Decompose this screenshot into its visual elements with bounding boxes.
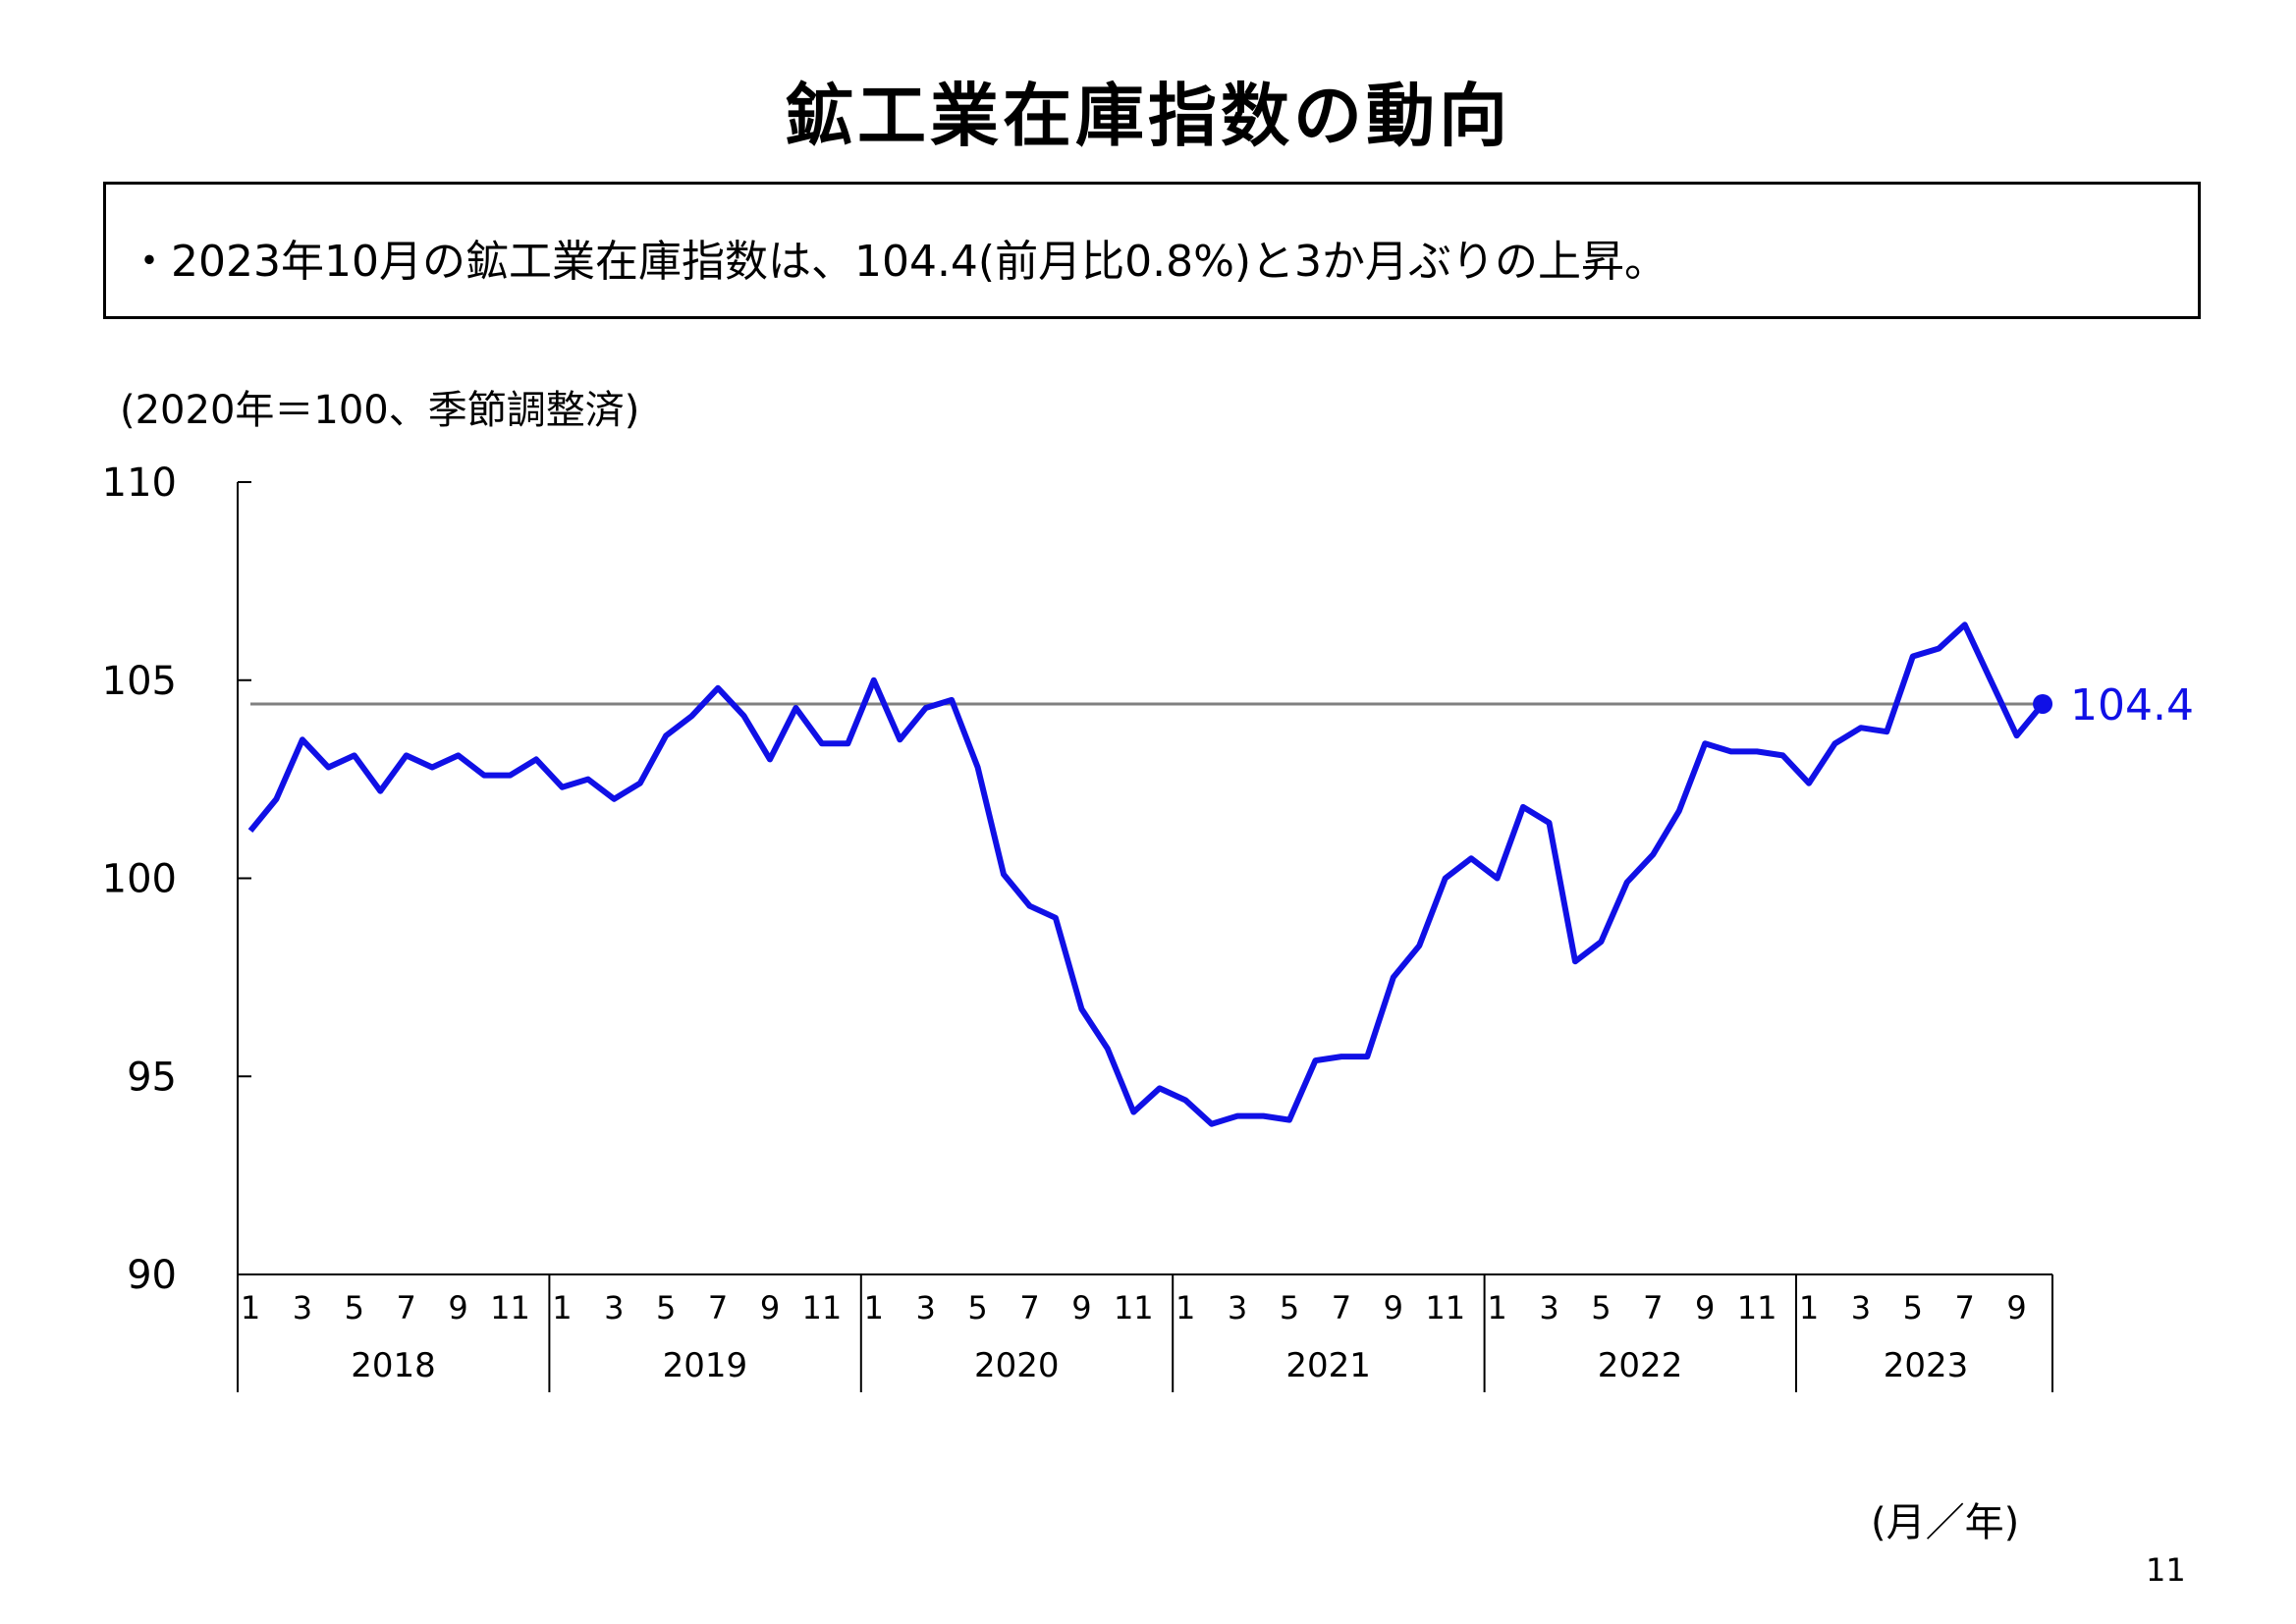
year-label: 2021 (1285, 1346, 1371, 1385)
month-tick-label: 3 (1539, 1289, 1558, 1326)
month-tick-label: 3 (916, 1289, 936, 1326)
page-title: 鉱工業在庫指数の動向 (785, 76, 1511, 156)
month-tick-label: 7 (708, 1289, 728, 1326)
month-tick-label: 9 (760, 1289, 780, 1326)
month-tick-label: 9 (1695, 1289, 1715, 1326)
month-tick-label: 5 (1591, 1289, 1611, 1326)
year-label: 2022 (1598, 1346, 1683, 1385)
year-label: 2023 (1884, 1346, 1969, 1385)
month-tick-label: 9 (1071, 1289, 1091, 1326)
month-tick-label: 3 (1228, 1289, 1247, 1326)
summary-box: ・2023年10月の鉱工業在庫指数は、104.4(前月比0.8%)と3か月ぶりの… (103, 182, 2201, 319)
month-tick-label: 3 (293, 1289, 312, 1326)
month-tick-label: 9 (1384, 1289, 1403, 1326)
month-tick-label: 1 (1799, 1289, 1819, 1326)
page-number: 11 (2146, 1551, 2186, 1589)
y-tick-label: 100 (102, 857, 177, 902)
year-label: 2018 (351, 1346, 436, 1385)
month-tick-label: 7 (1955, 1289, 1975, 1326)
year-label: 2020 (974, 1346, 1060, 1385)
month-tick-label: 11 (1425, 1289, 1465, 1326)
month-tick-label: 1 (864, 1289, 884, 1326)
month-tick-label: 1 (241, 1289, 260, 1326)
month-tick-label: 7 (1643, 1289, 1663, 1326)
month-tick-label: 1 (1487, 1289, 1506, 1326)
y-axis-labels: 110 105 100 95 90 (102, 460, 177, 1298)
month-tick-label: 1 (1175, 1289, 1195, 1326)
month-tick-label: 9 (448, 1289, 467, 1326)
month-tick-label: 11 (1737, 1289, 1777, 1326)
year-label: 2019 (663, 1346, 748, 1385)
month-tick-label: 11 (1114, 1289, 1154, 1326)
month-tick-label: 11 (490, 1289, 530, 1326)
last-value-label: 104.4 (2070, 680, 2194, 731)
y-tick-label: 110 (102, 460, 177, 506)
month-tick-label: 5 (345, 1289, 364, 1326)
y-tick-label: 105 (102, 659, 177, 704)
month-tick-label: 5 (656, 1289, 676, 1326)
month-tick-label: 3 (604, 1289, 624, 1326)
y-tick-label: 90 (127, 1253, 177, 1298)
month-tick-label: 9 (2006, 1289, 2026, 1326)
month-tick-label: 7 (1332, 1289, 1351, 1326)
chart-axes (237, 481, 2053, 1392)
month-tick-label: 3 (1851, 1289, 1871, 1326)
last-data-point (2033, 693, 2053, 714)
unit-note: (2020年＝100、季節調整済) (120, 388, 640, 433)
month-tick-label: 5 (1280, 1289, 1299, 1326)
y-tick-label: 95 (127, 1055, 177, 1100)
summary-text: ・2023年10月の鉱工業在庫指数は、104.4(前月比0.8%)と3か月ぶりの… (128, 237, 1668, 287)
month-tick-label: 7 (397, 1289, 416, 1326)
month-tick-label: 5 (1903, 1289, 1923, 1326)
month-tick-label: 11 (802, 1289, 843, 1326)
month-tick-label: 1 (552, 1289, 572, 1326)
x-axis-unit-label: (月／年) (1871, 1500, 2020, 1545)
month-tick-label: 7 (1019, 1289, 1039, 1326)
series-line (247, 622, 2046, 1127)
month-tick-label: 5 (967, 1289, 987, 1326)
